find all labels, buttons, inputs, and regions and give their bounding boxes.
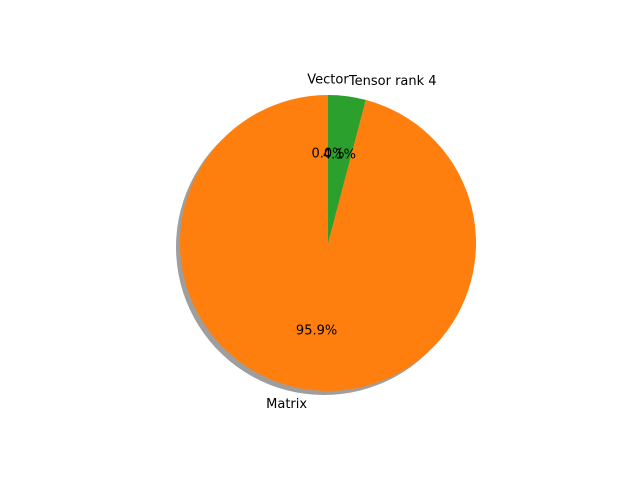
pie-label-vector: Vector [307,73,349,88]
pie-value-label-vector: 0.0% [311,147,344,162]
pie-label-matrix: Matrix [266,397,307,412]
pie-wedges [180,95,477,391]
pie-value-label-matrix: 95.9% [296,324,337,339]
pie-value-label-tensor-rank-4: 4.1% [323,147,356,162]
pie-labels: Vector 0.0% Matrix 95.9% Tensor rank 4 4.1% [266,73,436,412]
pie-label-tensor-rank-4: Tensor rank 4 [348,74,437,89]
pie-wedge-tensor-rank-4 [328,95,366,243]
